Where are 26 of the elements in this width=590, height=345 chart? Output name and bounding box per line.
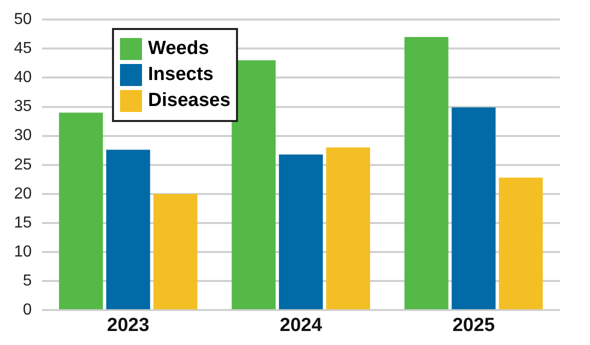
bar bbox=[326, 147, 370, 310]
y-tick-label: 30 bbox=[14, 127, 32, 144]
y-tick-label: 0 bbox=[22, 302, 32, 319]
x-tick-label: 2025 bbox=[452, 314, 496, 336]
y-tick-label: 40 bbox=[14, 69, 32, 86]
bar bbox=[498, 178, 543, 310]
y-tick-label: 25 bbox=[14, 156, 32, 174]
legend-label: Weeds bbox=[148, 38, 209, 60]
bar bbox=[452, 107, 496, 310]
y-tick-label: 35 bbox=[14, 98, 32, 116]
y-tick-label: 45 bbox=[14, 40, 32, 58]
legend-label: Insects bbox=[148, 64, 214, 86]
bar bbox=[404, 37, 448, 310]
y-tick-label: 5 bbox=[22, 272, 32, 290]
bar bbox=[58, 112, 103, 310]
bar bbox=[106, 150, 150, 310]
y-tick-label: 15 bbox=[14, 214, 32, 232]
legend-label: Diseases bbox=[148, 90, 230, 112]
bar bbox=[232, 60, 276, 310]
y-tick-label: 20 bbox=[14, 185, 32, 202]
x-tick-label: 2023 bbox=[107, 314, 150, 336]
x-tick-label: 2024 bbox=[280, 314, 322, 336]
y-tick-label: 50 bbox=[14, 11, 32, 28]
bar bbox=[153, 194, 198, 310]
bar bbox=[278, 154, 323, 310]
y-tick-label: 10 bbox=[14, 243, 32, 260]
